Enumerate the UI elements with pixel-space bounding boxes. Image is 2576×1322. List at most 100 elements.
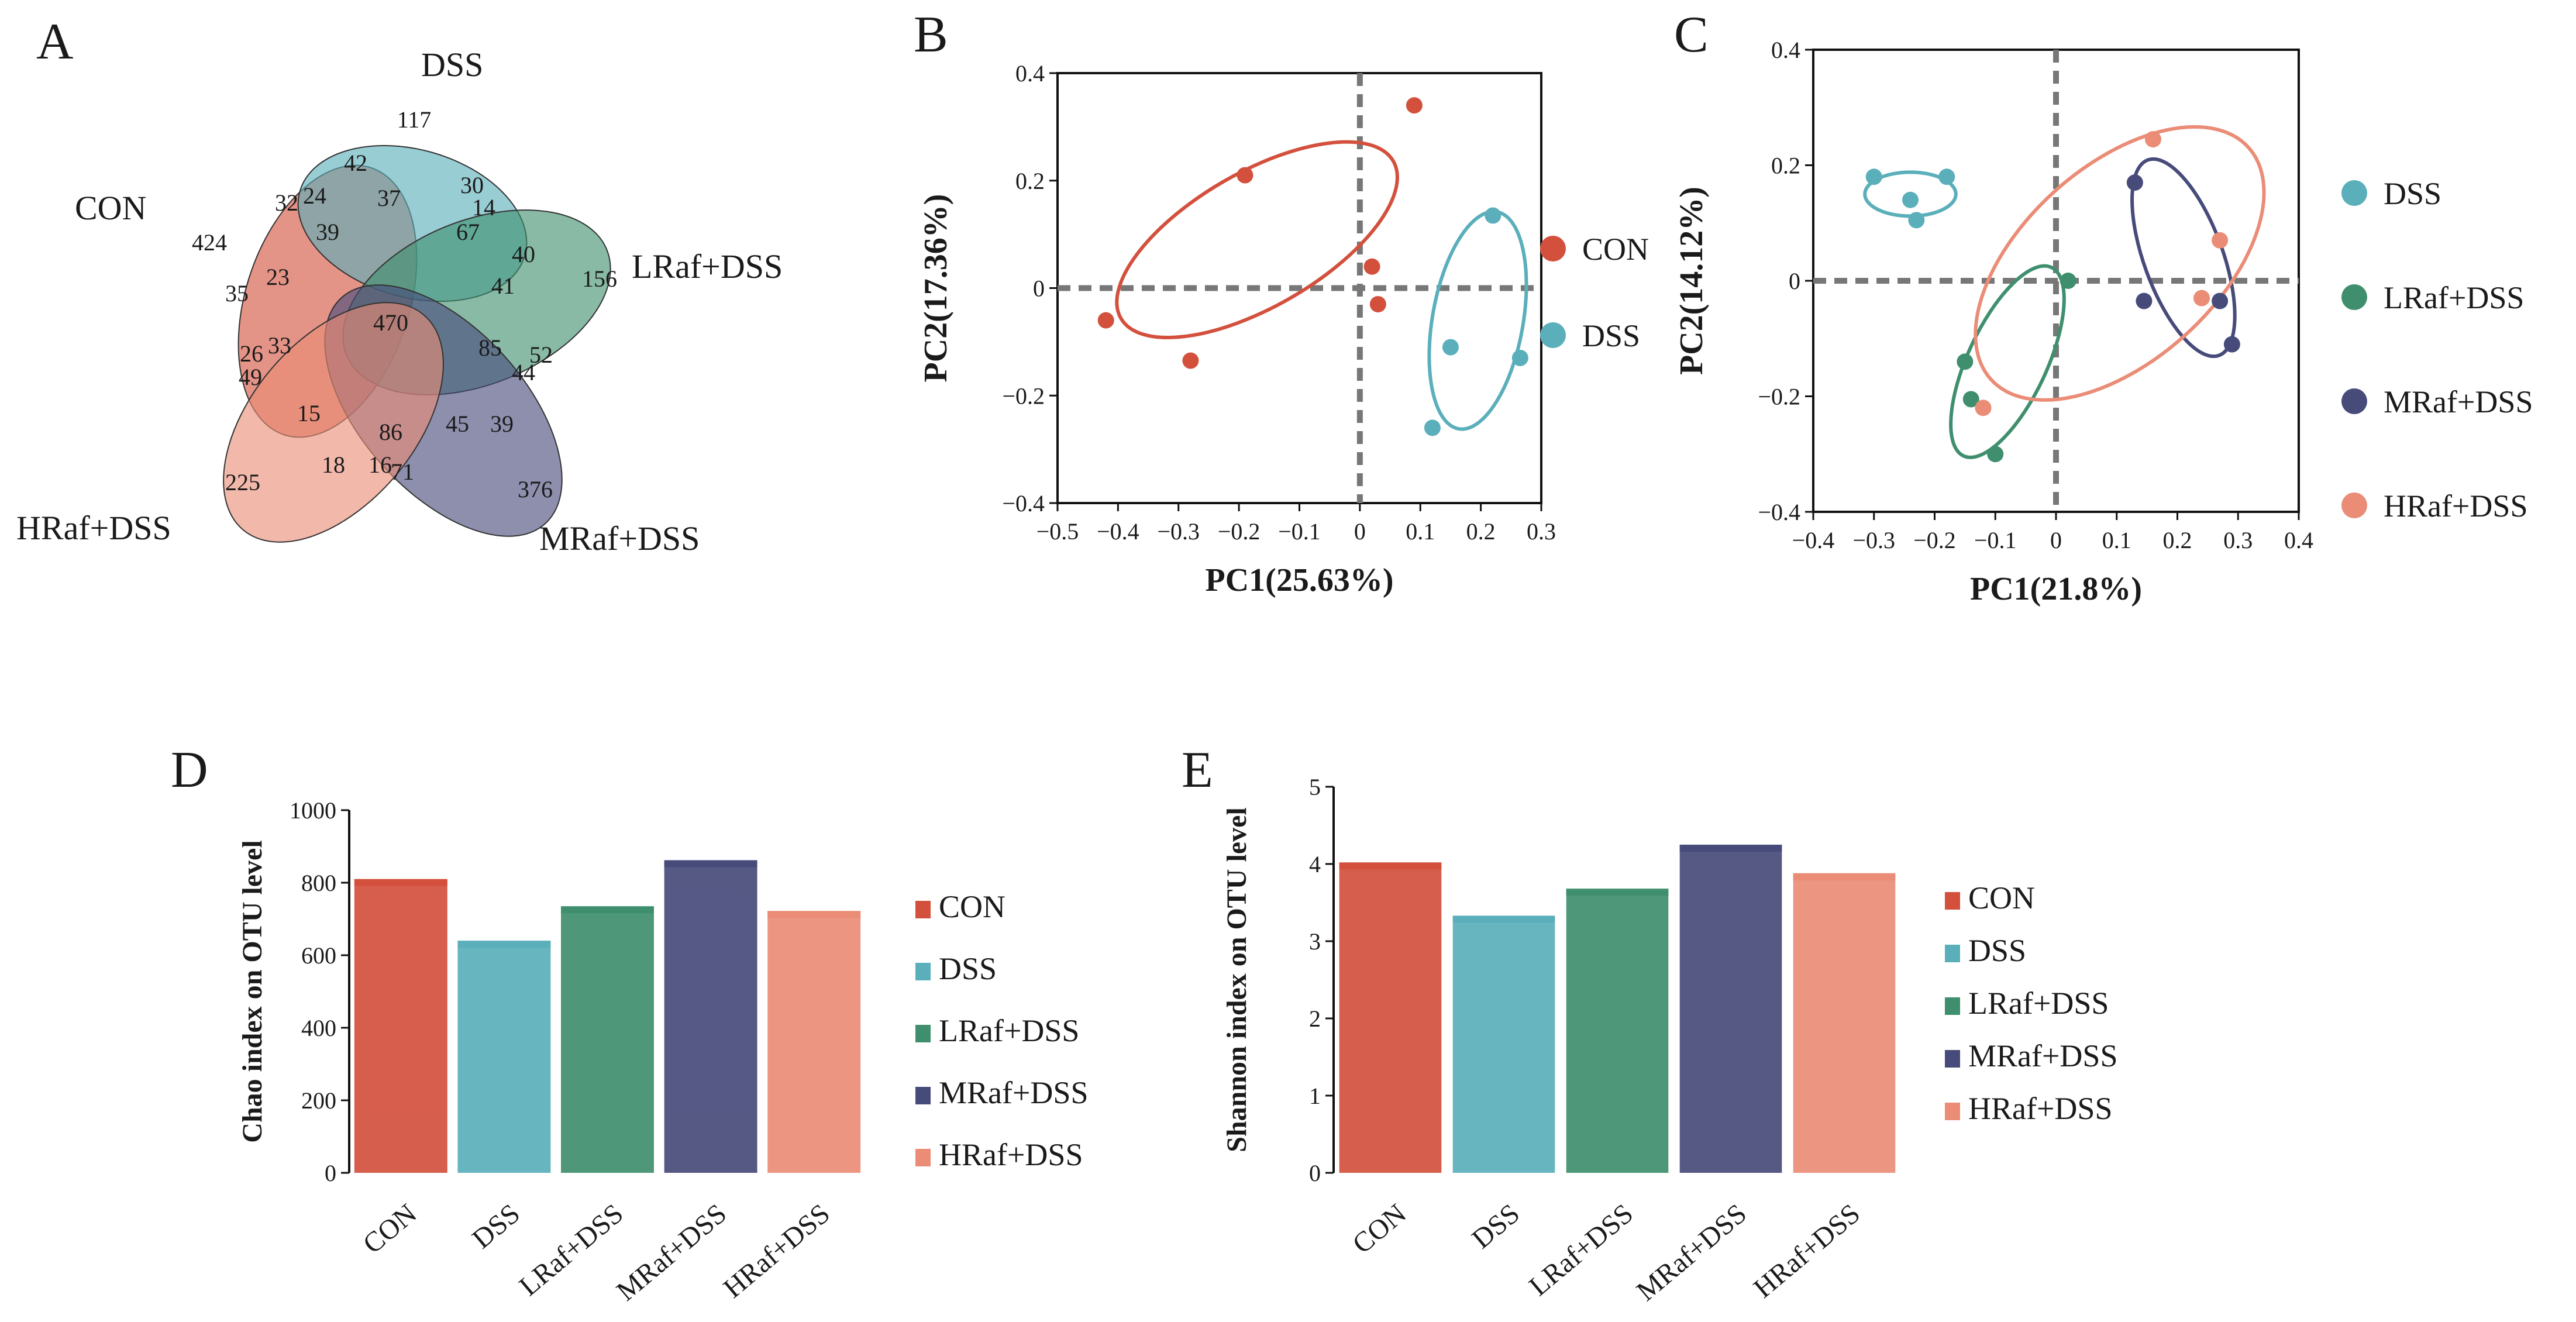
panel-label-a: A [36,13,74,70]
data-point-con [1182,352,1199,369]
data-point-mraf-dss [2223,336,2240,353]
data-point-hraf-dss [2193,290,2210,307]
x-tick-label: 0.1 [1406,518,1435,545]
bar-cap-hraf-dss [767,911,861,918]
x-tick-label: 0.3 [1527,518,1556,545]
data-point-dss [1424,419,1441,436]
venn-count: 40 [512,241,535,267]
x-tick-label: 0.2 [2163,527,2192,553]
y-tick-label: 2 [1309,1006,1321,1032]
x-category-label-con: CON [357,1198,423,1260]
venn-set-label-mraf-dss: MRaf+DSS [539,519,700,557]
venn-count: 18 [322,452,345,478]
y-tick-label: 600 [301,942,336,969]
y-tick-label: 0 [1309,1160,1321,1186]
legend-marker-hraf-dss [2341,493,2367,518]
panel-label-d: D [171,742,208,798]
venn-count: 32 [275,190,298,216]
x-category-label-dss: DSS [1466,1198,1526,1255]
x-tick-label: −0.1 [1278,518,1321,545]
venn-count: 14 [472,194,495,221]
x-category-label-mraf-dss: MRaf+DSS [611,1198,732,1307]
data-point-con [1406,97,1423,114]
y-tick-label: 3 [1309,928,1321,955]
venn-count: 376 [518,476,553,502]
venn-count: 33 [268,332,291,359]
y-tick-label: 0.2 [1015,168,1045,194]
y-tick-label: −0.2 [1758,384,1800,410]
y-axis-title: Shannon index on OTU level [1221,807,1252,1152]
x-tick-label: 0.1 [2102,527,2131,553]
panel-label-c: C [1674,6,1709,63]
data-point-dss [1865,168,1882,185]
data-point-con [1237,167,1253,184]
x-category-label-hraf-dss: HRaf+DSS [1748,1198,1866,1304]
venn-set-label-lraf-dss: LRaf+DSS [632,247,783,285]
y-tick-label: 200 [301,1087,336,1114]
venn-count: 44 [512,359,535,385]
x-tick-label: 0 [1354,518,1366,545]
y-tick-label: 1000 [290,797,336,824]
data-point-con [1363,258,1380,275]
x-tick-label: 0 [2050,527,2062,553]
bar-con [354,879,447,1173]
panel-label-e: E [1182,742,1213,798]
venn-count: 71 [391,459,414,485]
y-tick-label: 0 [325,1160,336,1186]
x-category-label-lraf-dss: LRaf+DSS [514,1198,629,1302]
confidence-ellipse-con [1115,140,1399,340]
confidence-ellipse-lraf-dss [1949,264,2066,459]
bar-cap-con [354,879,447,886]
venn-diagram: CON DSS LRaf+DSS MRaf+DSS HRaf+DSS 424 117 156 3… [16,46,783,557]
bar-cap-mraf-dss [1679,845,1782,852]
legend-marker-dss [2341,180,2367,206]
x-tick-label: 0.3 [2223,527,2253,553]
data-point-dss [1908,212,1925,229]
y-tick-label: 0 [1789,268,1800,294]
bar-cap-lraf-dss [561,906,654,914]
data-point-hraf-dss [2145,131,2161,148]
venn-set-label-hraf-dss: HRaf+DSS [16,509,171,547]
legend-label-con: CON [1582,232,1649,267]
data-point-lraf-dss [1957,353,1974,370]
legend-label-dss: DSS [1968,933,2026,968]
y-tick-label: 0.4 [1771,37,1800,63]
venn-count: 39 [490,411,514,437]
confidence-ellipse-dss [1427,209,1528,431]
venn-count: 52 [529,342,553,368]
data-point-mraf-dss [2212,292,2229,309]
y-axis-title: Chao index on OTU level [237,840,268,1142]
legend-label-lraf-dss: LRaf+DSS [939,1013,1079,1048]
venn-count: 117 [397,106,432,133]
legend-label-hraf-dss: HRaf+DSS [939,1137,1083,1172]
x-tick-label: −0.4 [1097,518,1139,545]
data-point-dss [1938,168,1955,185]
venn-count: 39 [316,219,339,245]
venn-count: 85 [478,335,502,361]
y-tick-label: 0.2 [1771,153,1800,179]
y-tick-label: −0.4 [1758,499,1800,525]
y-axis-title: PC2(14.12%) [1673,187,1710,375]
legend-marker-mraf-dss [2341,388,2367,414]
venn-count: 86 [379,419,402,445]
legend-marker-dss [915,963,931,980]
confidence-ellipse-hraf-dss [1974,125,2266,402]
venn-count: 67 [456,219,480,245]
bar-cap-dss [1452,915,1555,923]
legend-marker-mraf-dss [915,1087,931,1104]
venn-count: 26 [240,340,263,367]
legend-marker-lraf-dss [2341,284,2367,310]
legend-marker-lraf-dss [1945,997,1960,1015]
legend-label-hraf-dss: HRaf+DSS [1968,1091,2112,1126]
venn-count: 35 [225,280,249,307]
x-axis-title: PC1(21.8%) [1970,571,2142,607]
venn-count: 30 [460,172,484,198]
bar-cap-mraf-dss [664,860,757,867]
bar-cap-lraf-dss [1566,889,1669,896]
data-point-dss [1442,339,1459,356]
pcoa-plot-b: −0.5 −0.4 −0.3 −0.2 −0.1 0 0.1 0.2 0.3−0.4−0.200… [918,60,1649,598]
venn-count: 49 [239,364,262,390]
x-tick-label: −0.5 [1036,518,1079,545]
bar-dss [457,941,551,1173]
venn-count: 156 [582,266,617,292]
